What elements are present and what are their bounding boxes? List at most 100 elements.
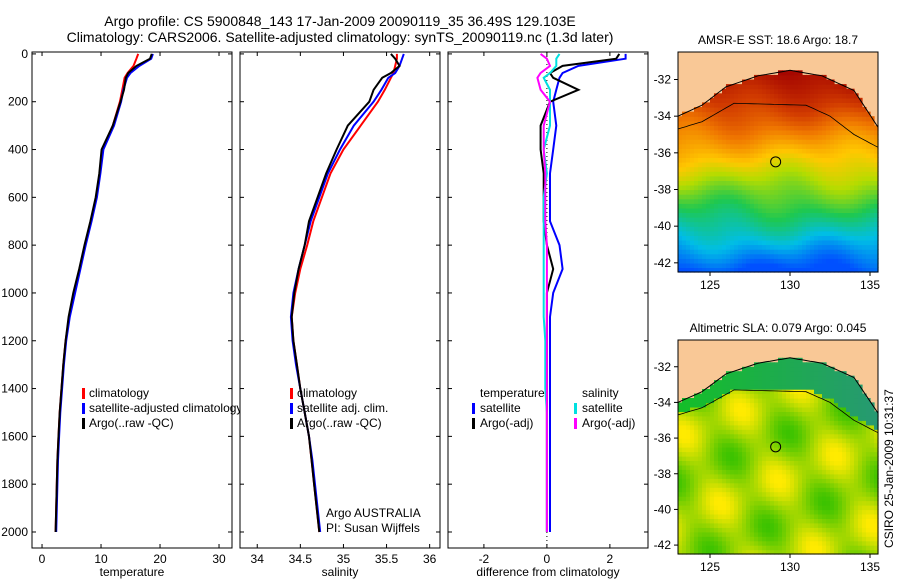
map-cell — [754, 545, 759, 551]
map-cell — [782, 166, 787, 172]
map-cell — [854, 464, 859, 470]
map-cell — [834, 175, 839, 181]
map-cell — [762, 442, 767, 448]
map-cell — [738, 171, 743, 177]
map-cell — [746, 549, 751, 555]
map-cell — [746, 433, 751, 439]
map-cell — [702, 148, 707, 154]
map-cell — [842, 111, 847, 117]
map-cell — [798, 380, 803, 386]
map-cell — [746, 411, 751, 417]
map-cell — [862, 184, 867, 191]
map-cell — [762, 120, 767, 126]
map-cell — [778, 102, 783, 108]
map-cell — [782, 180, 787, 186]
map-cell — [790, 93, 795, 99]
map-cell — [774, 482, 779, 488]
map-cell — [762, 398, 767, 404]
map-cell — [694, 469, 699, 475]
map-cell — [858, 244, 863, 250]
map-cell — [830, 258, 835, 264]
map-cell — [782, 536, 787, 542]
map-cell — [798, 424, 803, 430]
map-cell — [710, 518, 715, 524]
map-cell — [858, 447, 863, 453]
map-cell — [726, 107, 731, 113]
map-cell — [714, 518, 719, 524]
map-cell — [758, 380, 763, 386]
map-cell — [802, 362, 807, 368]
map-cell — [842, 239, 847, 246]
map-cell — [690, 175, 695, 181]
map-cell — [738, 134, 743, 140]
map-cell — [802, 545, 807, 551]
map-cell — [850, 207, 855, 213]
map-cell — [718, 253, 723, 259]
map-cell — [758, 212, 763, 218]
map-cell — [842, 198, 847, 204]
map-cell — [818, 262, 823, 268]
map-cell — [806, 429, 811, 435]
map-cell — [818, 239, 823, 246]
map-cell — [750, 527, 755, 533]
map-cell — [790, 545, 795, 551]
map-cell — [866, 162, 871, 168]
map-cell — [758, 415, 763, 421]
map-cell — [722, 389, 727, 395]
map-cell — [854, 107, 859, 113]
map-cell — [870, 129, 875, 136]
map-cell — [762, 496, 767, 502]
map-cell — [782, 189, 787, 195]
map-cell — [830, 438, 835, 444]
map-cell — [834, 120, 839, 126]
map-cell — [750, 102, 755, 108]
map-cell — [742, 171, 747, 177]
map-cell — [874, 455, 879, 461]
map-cell — [790, 79, 795, 85]
map-cell — [842, 380, 847, 386]
map-cell — [714, 139, 719, 145]
map-cell — [834, 111, 839, 117]
map-cell — [702, 433, 707, 439]
map-cell — [734, 442, 739, 448]
map-cell — [750, 258, 755, 264]
map-cell — [810, 97, 815, 103]
map-cell — [758, 262, 763, 268]
map-cell — [790, 442, 795, 448]
map-cell — [790, 84, 795, 90]
map-cell — [778, 235, 783, 241]
map-cell — [702, 478, 707, 484]
map-cell — [798, 79, 803, 85]
map-cell — [742, 244, 747, 250]
map-cell — [734, 460, 739, 466]
map-cell — [834, 139, 839, 145]
map-cell — [826, 380, 831, 386]
map-cell — [806, 235, 811, 241]
map-cell — [702, 429, 707, 435]
map-cell — [810, 389, 815, 395]
map-cell — [874, 198, 879, 204]
map-cell — [750, 129, 755, 136]
map-cell — [786, 464, 791, 470]
map-cell — [822, 253, 827, 259]
map-cell — [818, 433, 823, 439]
map-cell — [722, 93, 727, 99]
map-cell — [842, 221, 847, 227]
map-cell — [698, 239, 703, 246]
map-cell — [750, 120, 755, 126]
map-cell — [758, 143, 763, 149]
map-cell — [870, 180, 875, 186]
map-cell — [830, 406, 835, 412]
map-cell — [818, 84, 823, 90]
map-cell — [754, 239, 759, 246]
map-cell — [806, 102, 811, 108]
map-cell — [690, 460, 695, 466]
map-cell — [786, 415, 791, 421]
map-cell — [822, 406, 827, 412]
map-cell — [762, 509, 767, 515]
map-cell — [690, 451, 695, 457]
map-cell — [794, 420, 799, 426]
map-cell — [786, 134, 791, 140]
map-cell — [754, 384, 759, 390]
map-cell — [854, 433, 859, 439]
